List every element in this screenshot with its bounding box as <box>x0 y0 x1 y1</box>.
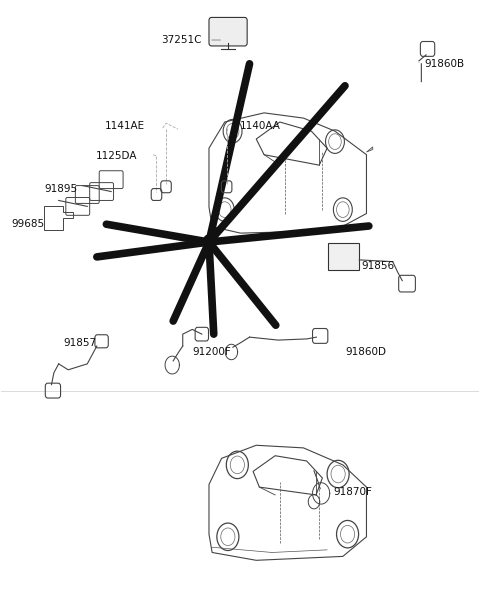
Text: 91870F: 91870F <box>333 487 372 497</box>
Text: 91857: 91857 <box>64 338 97 348</box>
Polygon shape <box>366 147 373 152</box>
Circle shape <box>203 235 215 249</box>
FancyBboxPatch shape <box>328 243 360 270</box>
Text: 91200F: 91200F <box>192 347 231 357</box>
Text: 91895: 91895 <box>45 183 78 193</box>
Text: 1140AA: 1140AA <box>240 121 281 131</box>
Text: 99685: 99685 <box>11 219 44 229</box>
Text: 1141AE: 1141AE <box>105 121 144 131</box>
Text: 37251C: 37251C <box>161 35 202 45</box>
Text: 1125DA: 1125DA <box>96 151 137 161</box>
Text: 91856: 91856 <box>362 261 395 271</box>
Text: 91860B: 91860B <box>424 59 464 69</box>
Text: 91860D: 91860D <box>345 347 386 357</box>
FancyBboxPatch shape <box>209 17 247 46</box>
